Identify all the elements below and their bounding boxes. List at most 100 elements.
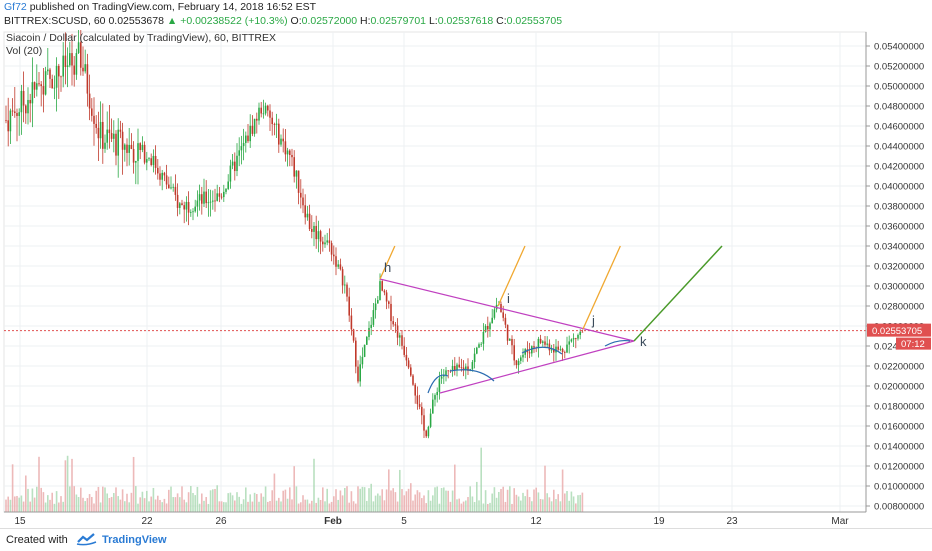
volume-bar bbox=[97, 486, 100, 512]
candle-body bbox=[137, 143, 139, 161]
candle-body bbox=[520, 357, 522, 361]
candle-body bbox=[425, 430, 427, 437]
publish-line: Gf72 published on TradingView.com, Febru… bbox=[4, 1, 316, 13]
y-tick-label: 0.01800000 bbox=[874, 402, 924, 413]
volume-bar bbox=[207, 503, 210, 512]
tradingview-brand[interactable]: TradingView bbox=[102, 534, 167, 546]
volume-bar bbox=[399, 469, 401, 512]
volume-bar bbox=[280, 501, 282, 512]
lower-trendline bbox=[439, 340, 635, 394]
candle-body bbox=[462, 367, 465, 371]
candle-body bbox=[97, 127, 100, 139]
y-tick-label: 0.04200000 bbox=[874, 162, 924, 173]
candle-body bbox=[473, 353, 476, 363]
volume-bar bbox=[291, 499, 293, 512]
candle-body bbox=[399, 335, 401, 338]
high-label: H: bbox=[360, 15, 371, 27]
candle-body bbox=[174, 186, 177, 195]
candle-body bbox=[436, 391, 438, 396]
candle-body bbox=[396, 325, 399, 338]
candle-body bbox=[115, 133, 117, 156]
volume-bar bbox=[260, 493, 262, 512]
candle-body bbox=[502, 312, 504, 318]
candle-body bbox=[36, 83, 38, 90]
volume-bar bbox=[148, 501, 150, 512]
price-change: +0.00238522 (+10.3%) bbox=[180, 15, 288, 27]
volume-bar bbox=[407, 488, 410, 512]
candle-body bbox=[539, 338, 542, 343]
candle-body bbox=[355, 340, 357, 367]
candle-body bbox=[423, 415, 425, 431]
volume-bar bbox=[154, 499, 157, 512]
volume-bar bbox=[526, 489, 529, 512]
volume-bar bbox=[236, 492, 238, 512]
candle-body bbox=[84, 64, 86, 72]
footer: Created with TradingView bbox=[0, 528, 932, 551]
volume-bar bbox=[478, 500, 480, 512]
y-tick-label: 0.01200000 bbox=[874, 462, 924, 473]
volume-bar bbox=[295, 486, 298, 512]
volume-bar bbox=[289, 487, 291, 512]
volume-bar bbox=[258, 501, 260, 512]
chart-area[interactable]: h i j k 0.05400000 0.05200000 0.05000000 0.048… bbox=[0, 23, 932, 528]
volume-bar bbox=[31, 488, 34, 512]
candle-body bbox=[44, 71, 47, 95]
candle-body bbox=[150, 158, 152, 165]
candle-body bbox=[269, 110, 271, 118]
candle-body bbox=[110, 133, 113, 139]
volume-bar bbox=[517, 496, 520, 512]
volume-bar bbox=[487, 503, 489, 512]
volume-bar bbox=[553, 489, 555, 512]
candle-body bbox=[493, 309, 496, 318]
author-link[interactable]: Gf72 bbox=[4, 1, 27, 13]
volume-bar bbox=[238, 496, 240, 512]
candle-body bbox=[315, 225, 317, 240]
candle-body bbox=[308, 213, 311, 229]
candle-body bbox=[454, 365, 456, 371]
volume-bar bbox=[161, 502, 163, 512]
volume-bar bbox=[86, 498, 89, 512]
candle-body bbox=[427, 426, 430, 437]
volume-bar bbox=[95, 490, 97, 512]
candle-body bbox=[245, 135, 247, 143]
volume-bar bbox=[69, 486, 71, 512]
time-axis[interactable]: 15 22 26 Feb 5 12 19 23 Mar bbox=[4, 511, 866, 527]
candle-body bbox=[55, 65, 58, 88]
volume-bar bbox=[262, 496, 265, 512]
volume-bar bbox=[515, 494, 518, 512]
candle-body bbox=[568, 341, 570, 345]
volume-bar bbox=[528, 497, 531, 512]
volume-bar bbox=[108, 497, 111, 512]
price-chart[interactable]: h i j k 0.05400000 0.05200000 0.05000000 0.048… bbox=[0, 23, 932, 528]
last-price: 0.02553678 bbox=[108, 15, 164, 27]
volume-bar bbox=[544, 465, 546, 512]
volume-bar bbox=[531, 501, 533, 512]
candle-body bbox=[86, 64, 89, 94]
candle-body bbox=[93, 115, 95, 124]
candle-body bbox=[561, 348, 564, 353]
volume-bar bbox=[53, 503, 56, 512]
candle-body bbox=[157, 167, 159, 174]
volume-bar bbox=[286, 498, 289, 512]
candle-body bbox=[368, 327, 370, 337]
volume-bar bbox=[218, 501, 221, 512]
ohlc-line: BITTREX:SCUSD, 60 0.02553678 ▲ +0.002385… bbox=[4, 15, 562, 27]
volume-bar bbox=[522, 492, 524, 512]
candle-body bbox=[128, 144, 130, 153]
volume-bar bbox=[322, 487, 324, 512]
candle-body bbox=[234, 161, 236, 172]
candle-body bbox=[564, 352, 566, 353]
arc-curve bbox=[604, 339, 631, 347]
price-axis[interactable]: 0.05400000 0.05200000 0.05000000 0.04800000… bbox=[865, 32, 931, 513]
candle-body bbox=[229, 165, 232, 182]
y-tick-label: 0.04000000 bbox=[874, 182, 924, 193]
candle-body bbox=[209, 201, 212, 203]
volume-bar bbox=[196, 486, 199, 512]
volume-bar bbox=[480, 447, 482, 512]
candle-body bbox=[581, 331, 584, 333]
candle-body bbox=[421, 406, 423, 416]
volume-bar bbox=[317, 497, 320, 512]
volume-bar bbox=[546, 493, 548, 512]
x-tick-label: Feb bbox=[324, 516, 342, 527]
last-price-label-bg bbox=[867, 323, 931, 337]
